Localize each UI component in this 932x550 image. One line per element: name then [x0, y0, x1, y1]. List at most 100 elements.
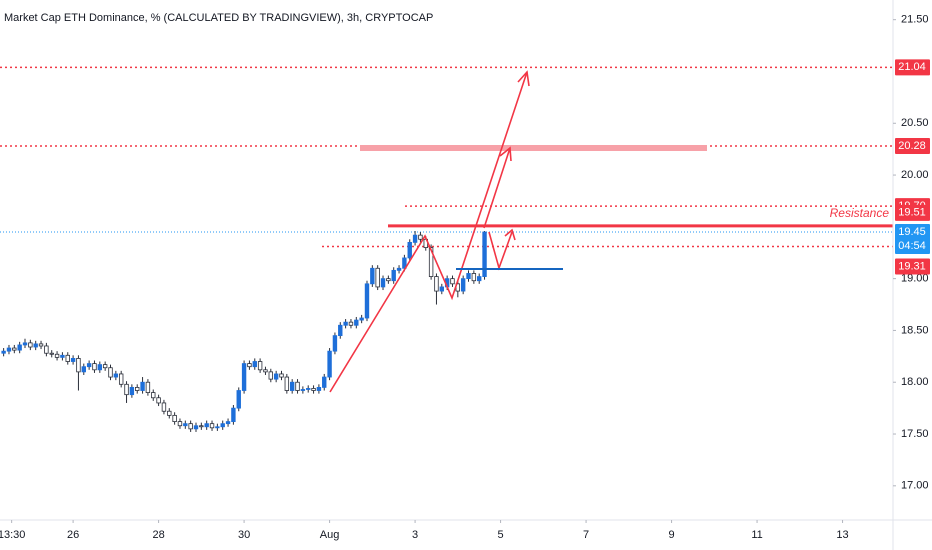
candle-body: [135, 387, 140, 391]
level-label: 21.04: [898, 61, 926, 73]
arrow-head: [499, 146, 512, 162]
candle-body: [471, 273, 477, 282]
candle-body: [129, 387, 135, 396]
candle-body: [466, 273, 471, 280]
candle-body: [396, 267, 402, 271]
candle-body: [418, 234, 423, 240]
candle-body: [156, 397, 161, 404]
candle-body: [375, 267, 380, 288]
candle-body: [359, 317, 364, 321]
x-tick-label: 9: [669, 529, 675, 541]
y-tick-label: 17.50: [901, 428, 929, 440]
x-tick-label: 30: [238, 529, 250, 541]
candle-body: [113, 373, 119, 378]
candle-body: [172, 414, 177, 422]
level-box: [895, 138, 930, 155]
x-tick-label: 11: [751, 529, 762, 541]
candle-body: [241, 363, 247, 391]
candle-body: [247, 363, 252, 368]
chart-title: Market Cap ETH Dominance, % (CALCULATED …: [4, 12, 433, 24]
candle-body: [220, 423, 225, 428]
candle-body: [402, 257, 407, 269]
candle-body: [6, 347, 12, 352]
x-tick-label: 13: [836, 529, 848, 541]
candle-body: [33, 343, 38, 348]
last-price-box: [895, 224, 930, 255]
candle-body: [428, 247, 434, 277]
candle-body: [273, 373, 279, 380]
candle-body: [124, 383, 129, 396]
resistance-price-box: [895, 204, 930, 221]
candle-body: [65, 354, 70, 362]
candle-body: [97, 364, 103, 371]
level-box: [895, 59, 930, 76]
x-tick-label: Aug: [320, 529, 340, 541]
candle-body: [332, 335, 338, 352]
candle-body: [12, 347, 17, 351]
candle-body: [412, 234, 418, 243]
candle-body: [86, 363, 92, 368]
candle-body: [102, 364, 108, 369]
level-label: 20.28: [898, 140, 926, 152]
candle-body: [348, 321, 354, 326]
candle-body: [1, 350, 6, 354]
candle-body: [49, 352, 54, 355]
candle-body: [215, 426, 220, 429]
candle-body: [193, 425, 199, 430]
y-tick-label: 20.00: [901, 169, 929, 181]
candle-body: [151, 392, 156, 399]
level-box: [895, 258, 930, 275]
candle-body: [482, 231, 487, 277]
arrow-head: [504, 228, 516, 241]
y-tick-label: 18.00: [901, 376, 929, 388]
candle-body: [28, 342, 33, 348]
candle-body: [44, 345, 49, 354]
candle-body: [54, 353, 60, 358]
zone-band: [360, 145, 707, 151]
candle-body: [327, 350, 332, 378]
projection-line: [483, 147, 511, 229]
candle-body: [477, 276, 482, 282]
candle-body: [161, 402, 167, 412]
candle-body: [268, 371, 274, 380]
candle-body: [188, 423, 193, 430]
x-tick-label: 28: [152, 529, 164, 541]
candle-body: [284, 376, 290, 391]
candle-body: [70, 358, 76, 362]
candle-body: [225, 421, 231, 425]
candle-body: [439, 286, 444, 292]
y-tick-label: 18.50: [901, 324, 929, 336]
candle-body: [140, 381, 145, 391]
candle-body: [322, 376, 327, 388]
x-tick-label: 7: [583, 529, 589, 541]
candle-body: [118, 373, 124, 385]
candle-body: [343, 321, 348, 326]
candle-body: [92, 363, 97, 371]
candle-body: [386, 278, 391, 282]
candle-body: [145, 381, 151, 393]
candle-body: [300, 389, 306, 391]
y-tick-label: 17.00: [901, 480, 929, 492]
candle-body: [81, 366, 86, 373]
x-tick-label: 3: [412, 529, 418, 541]
resistance-label: Resistance: [830, 206, 890, 220]
candle-body: [257, 361, 263, 371]
candle-body: [177, 421, 183, 427]
candle-body: [209, 423, 215, 429]
x-tick-label: 26: [67, 529, 79, 541]
candle-body: [370, 267, 375, 285]
level-label: 19.31: [898, 260, 926, 272]
candle-body: [289, 381, 295, 391]
candle-body: [60, 354, 65, 358]
candle-body: [252, 361, 257, 368]
candle-body: [108, 367, 113, 378]
candle-body: [338, 324, 343, 337]
last-price-label: 19.45: [898, 226, 926, 238]
candle-body: [380, 278, 386, 288]
candle-body: [354, 319, 359, 326]
candle-body: [236, 390, 241, 409]
candle-body: [167, 410, 172, 416]
y-tick-label: 20.50: [901, 117, 929, 129]
